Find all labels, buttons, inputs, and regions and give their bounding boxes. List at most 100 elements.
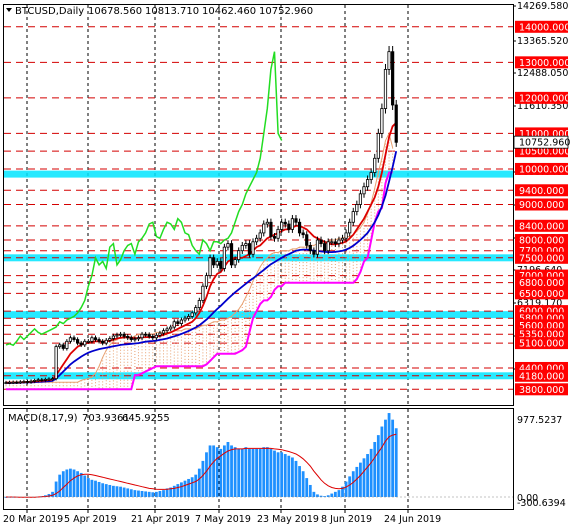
macd-bar [86, 478, 90, 497]
macd-bar [323, 496, 327, 497]
level-label-text: 13000.000 [519, 58, 570, 69]
candle-up [326, 241, 330, 252]
x-tick-label: 24 Jun 2019 [384, 514, 441, 525]
chart-title: BTCUSD,Daily [15, 6, 84, 17]
candle-up [50, 378, 55, 381]
candle-up [43, 378, 47, 381]
candle-up [154, 334, 158, 339]
fast-line [6, 122, 397, 384]
macd-bar [291, 457, 294, 497]
macd-tick-label-0: 977.5237 [517, 415, 562, 426]
macd-bar [233, 447, 237, 497]
candle-up [222, 246, 226, 269]
indicator-lines [5, 51, 398, 391]
level-label-text: 8400.000 [519, 221, 564, 232]
macd-bar [255, 448, 258, 497]
macd-bar [262, 447, 266, 497]
candle-up [262, 223, 266, 234]
macd-bar [208, 445, 212, 497]
candle-down [219, 260, 223, 269]
macd-bar [97, 481, 101, 497]
candle-down [122, 333, 126, 337]
candle-up [194, 307, 198, 314]
level-label-text: 7000.000 [519, 271, 564, 282]
candle-down [333, 241, 337, 244]
macd-bar [165, 488, 169, 497]
ichimoku-cloud [5, 133, 394, 390]
macd-bar [240, 448, 244, 497]
candle-up [4, 382, 8, 384]
candle-up [258, 232, 262, 239]
level-label-box [515, 219, 568, 232]
macd-bar [172, 485, 176, 497]
current-price-label: 10752.960 [519, 138, 570, 149]
candle-up [237, 250, 241, 260]
x-tick-label: 7 May 2019 [195, 514, 251, 525]
macd-bar [122, 487, 126, 497]
macd-bar [126, 488, 130, 497]
price-axis: 14269.58013365.52012488.05011610.3501073… [513, 1, 570, 509]
macd-panel [4, 413, 513, 498]
candle-up [111, 335, 115, 339]
macd-bar [76, 471, 79, 497]
level-label-box [515, 383, 568, 396]
level-label-text: 6800.000 [519, 278, 564, 289]
candle-up [290, 218, 295, 230]
macd-bar [258, 448, 262, 497]
candle-up [383, 69, 388, 109]
macd-signal-value: 645.9255 [122, 413, 170, 424]
candle-down [61, 344, 65, 349]
candle-down [283, 221, 287, 225]
macd-bar [362, 458, 366, 497]
candle-down [101, 340, 105, 344]
candle-up [344, 232, 348, 239]
macd-bar [280, 452, 284, 497]
x-tick-label: 8 Jun 2019 [321, 514, 372, 525]
macd-bar [294, 460, 298, 497]
candle-down [15, 381, 19, 384]
macd-bar [54, 481, 58, 497]
macd-bar [384, 419, 387, 497]
macd-bar [119, 486, 122, 497]
candle-up [169, 326, 173, 330]
level-label-text: 9400.000 [519, 186, 564, 197]
candle-up [18, 381, 22, 384]
candle-up [186, 316, 191, 319]
candle-up [136, 337, 141, 340]
candle-up [373, 157, 377, 173]
macd-panel-frame [3, 408, 514, 510]
grid [26, 5, 409, 509]
macd-bar [104, 484, 108, 497]
candle-up [208, 257, 212, 276]
candle-up [362, 186, 366, 195]
candle-up [233, 259, 237, 266]
macd-main-value: 703.9361 [82, 413, 130, 424]
slow-line [5, 151, 398, 384]
level-label-text: 3800.000 [519, 385, 564, 396]
candle-up [36, 379, 40, 382]
candle-down [294, 218, 298, 223]
macd-bar [147, 491, 151, 497]
level-label-box [515, 369, 568, 382]
macd-bar [187, 478, 190, 497]
macd-bar [391, 419, 395, 497]
macd-bar [194, 474, 198, 497]
macd-bar [369, 448, 373, 497]
candle-down [319, 239, 323, 244]
macd-bar [308, 484, 312, 497]
macd-bar [366, 454, 369, 497]
candle-down [229, 243, 234, 266]
symbol-dropdown-icon[interactable] [6, 8, 12, 12]
candle-up [54, 346, 58, 380]
candle-up [365, 179, 370, 188]
macd-tick-label-2: -300.6394 [517, 498, 566, 509]
macd-bar [183, 480, 187, 497]
macd-bar [158, 490, 162, 497]
candle-down [129, 337, 133, 340]
candle-up [104, 339, 108, 344]
level-label-box [515, 91, 568, 104]
macd-bar [348, 476, 352, 497]
candle-up [240, 244, 244, 252]
candle-up [161, 330, 166, 334]
candle-down [308, 244, 312, 252]
